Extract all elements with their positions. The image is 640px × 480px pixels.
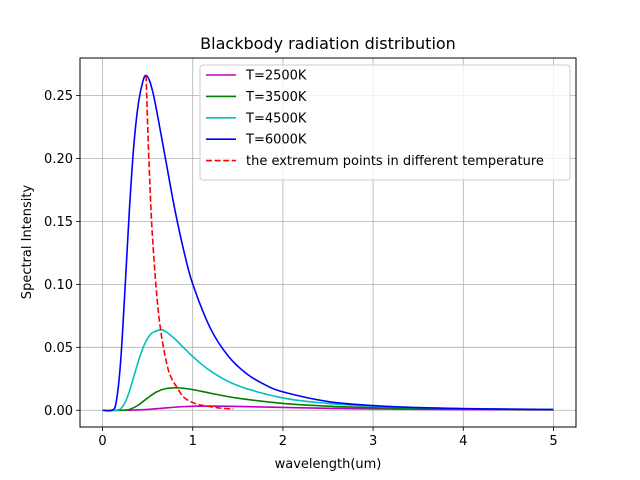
- legend: T=2500K T=3500K T=4500K T=6000K the extremum…: [199, 64, 571, 181]
- plot-frame: [79, 57, 577, 428]
- legend-label: T=3500K: [245, 90, 307, 105]
- series-line-3: [102, 74, 554, 412]
- legend-label: T=2500K: [245, 69, 307, 84]
- x-tick-label: 0: [98, 434, 106, 449]
- chart-title: Blackbody radiation distribution: [200, 34, 456, 53]
- y-tick-label: 0.05: [44, 341, 73, 356]
- legend-label: T=4500K: [245, 111, 307, 126]
- legend-label: T=6000K: [245, 133, 307, 148]
- legend-box: [199, 64, 571, 181]
- legend-label: the extremum points in different tempera…: [246, 154, 544, 169]
- x-tick-label: 5: [549, 434, 557, 449]
- y-axis-label: Spectral Intensity: [20, 185, 35, 300]
- y-tick-label: 0.00: [44, 404, 73, 419]
- y-tick-label: 0.15: [44, 215, 73, 230]
- x-tick-label: 2: [279, 434, 287, 449]
- x-tick-label: 1: [189, 434, 197, 449]
- y-tick-label: 0.25: [44, 89, 73, 104]
- series-layer: [102, 74, 554, 412]
- x-tick-label: 3: [369, 434, 377, 449]
- x-axis-label: wavelength(um): [275, 457, 382, 472]
- ticks: 0 1 2 3 4 5 0.00 0.05 0.10 0.15 0.20 0.25: [44, 89, 558, 449]
- series-line-4: [145, 75, 234, 410]
- series-line-1: [102, 387, 554, 412]
- y-tick-label: 0.20: [44, 152, 73, 167]
- x-tick-label: 4: [459, 434, 467, 449]
- y-tick-label: 0.10: [44, 278, 73, 293]
